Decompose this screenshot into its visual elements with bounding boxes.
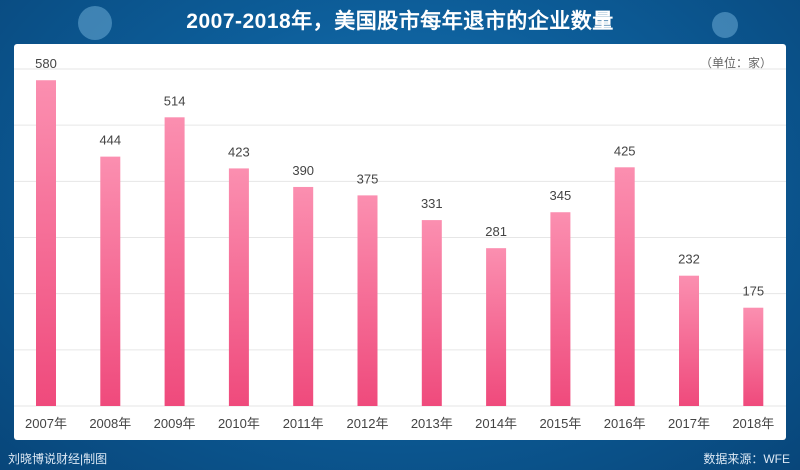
data-label: 375 [357, 171, 379, 186]
x-tick-label: 2018年 [732, 416, 774, 431]
data-label: 331 [421, 196, 443, 211]
bar-chart: 580 2007年 444 2008年 514 2009年 423 2010年 390 2011年… [14, 56, 786, 431]
x-tick-label: 2015年 [539, 416, 581, 431]
data-label: 580 [35, 56, 57, 71]
data-label: 425 [614, 143, 636, 158]
bar-2007年 [36, 80, 56, 406]
unit-label: （单位：家） [699, 56, 772, 70]
bar-2015年 [550, 212, 571, 406]
chart-title: 2007-2018年，美国股市每年退市的企业数量 [186, 10, 614, 33]
x-tick-label: 2012年 [347, 416, 389, 431]
data-label: 423 [228, 144, 250, 159]
bar-2010年 [228, 168, 249, 406]
bar-2011年 [293, 186, 314, 406]
bar-2008年 [100, 156, 121, 406]
background-glow-left [78, 6, 112, 40]
data-source: 数据来源：WFE [703, 452, 790, 466]
x-tick-label: 2016年 [604, 416, 646, 431]
x-tick-label: 2013年 [411, 416, 453, 431]
data-label: 345 [550, 188, 572, 203]
bar-2009年 [164, 117, 185, 406]
x-tick-label: 2008年 [89, 416, 131, 431]
x-tick-label: 2011年 [283, 416, 324, 431]
bar-2012年 [357, 195, 378, 406]
x-tick-label: 2014年 [475, 416, 517, 431]
chart-panel: （单位：家） 580 2007年 444 2008年 514 2009年 423 2010年 3… [14, 44, 786, 440]
x-tick-label: 2009年 [154, 416, 196, 431]
data-label: 390 [292, 163, 314, 178]
data-label: 175 [742, 284, 764, 299]
background-glow-right [712, 12, 738, 38]
data-label: 281 [485, 224, 507, 239]
bar-2014年 [486, 248, 507, 406]
bar-2016年 [614, 167, 635, 406]
author-credit: 刘晓博说财经|制图 [8, 452, 108, 466]
x-tick-label: 2010年 [218, 416, 260, 431]
bar-2018年 [743, 307, 764, 406]
bar-2017年 [679, 275, 699, 406]
bar-2013年 [421, 220, 442, 406]
x-tick-label: 2007年 [25, 416, 67, 431]
data-label: 232 [678, 252, 700, 267]
x-tick-label: 2017年 [668, 416, 710, 431]
data-label: 514 [164, 93, 186, 108]
data-label: 444 [99, 133, 121, 148]
